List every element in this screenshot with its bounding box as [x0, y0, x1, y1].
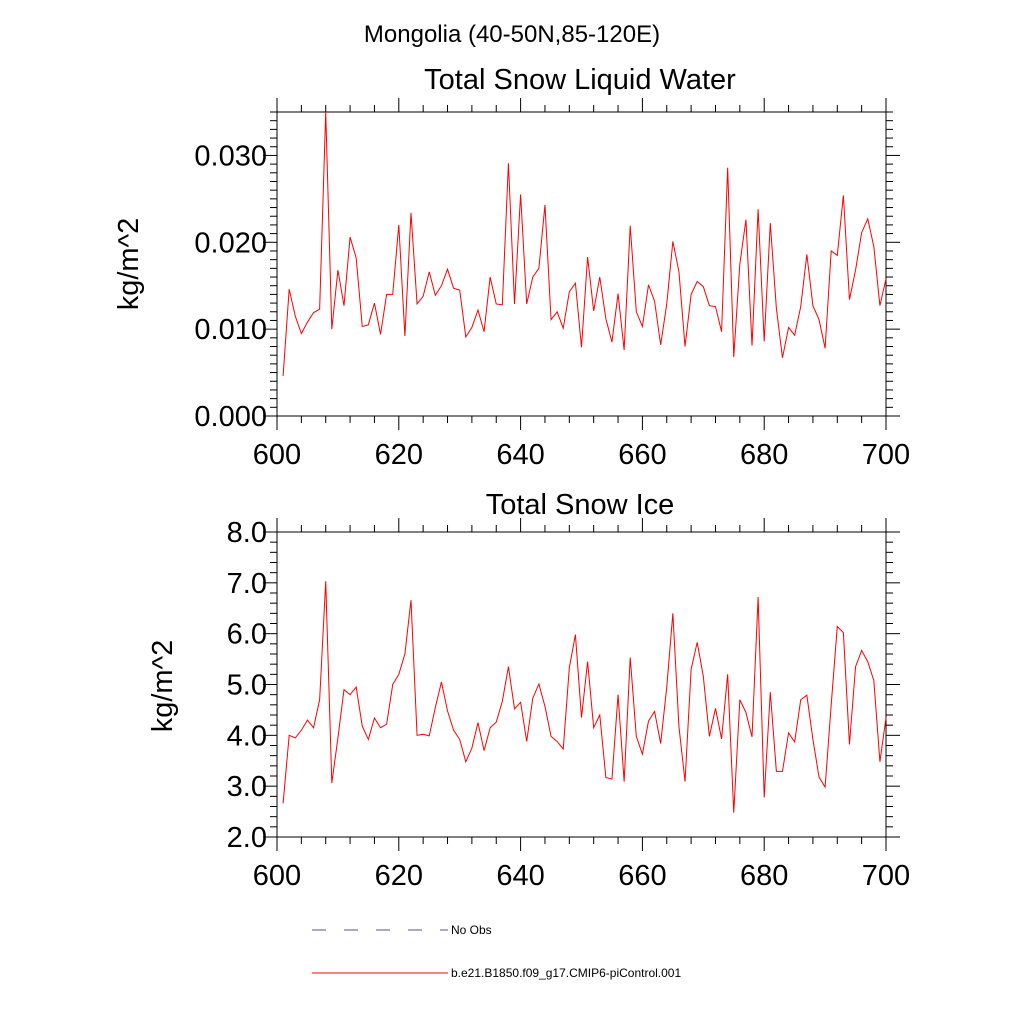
y-tick-label: 0.020 — [194, 227, 267, 259]
x-tick-label: 640 — [496, 439, 544, 471]
chart-title: Total Snow Ice — [486, 489, 675, 521]
x-tick-label: 620 — [375, 439, 423, 471]
x-tick-label: 680 — [740, 439, 788, 471]
legend: No Obs b.e21.B1850.f09_g17.CMIP6-piContr… — [312, 923, 681, 980]
y-tick-label: 2.0 — [227, 822, 267, 854]
y-axis-label: kg/m^2 — [147, 640, 179, 733]
figure-suptitle: Mongolia (40-50N,85-120E) — [364, 21, 660, 48]
y-tick-label: 7.0 — [227, 568, 267, 600]
plot-frame — [276, 111, 887, 417]
y-tick-label: 0.030 — [194, 140, 267, 172]
series-line-model — [282, 111, 887, 377]
y-tick-label: 6.0 — [227, 619, 267, 651]
panel-snow-ice: Total Snow Ice kg/m^2 600 620 640 660 680 700… — [147, 489, 910, 892]
plot-frame — [276, 531, 887, 838]
legend-label-obs: No Obs — [451, 923, 492, 937]
series-line-model — [282, 581, 887, 813]
x-tick-label: 700 — [862, 860, 910, 892]
y-tick-label: 4.0 — [227, 720, 267, 752]
major-ticks — [263, 518, 900, 851]
x-tick-label: 600 — [253, 439, 301, 471]
panel-snow-liquid-water: Total Snow Liquid Water kg/m^2 600 620 640… — [113, 64, 910, 471]
x-tick-label: 600 — [253, 860, 301, 892]
x-tick-label: 680 — [740, 860, 788, 892]
x-tick-label: 640 — [496, 860, 544, 892]
minor-ticks — [270, 105, 893, 423]
y-tick-label: 8.0 — [227, 517, 267, 549]
x-tick-label: 660 — [618, 439, 666, 471]
y-tick-label: 3.0 — [227, 771, 267, 803]
legend-item-model: b.e21.B1850.f09_g17.CMIP6-piControl.001 — [312, 966, 681, 980]
tick-labels: 600 620 640 660 680 700 0.000 0.010 0.020 0.030 — [194, 140, 910, 471]
y-tick-label: 5.0 — [227, 670, 267, 702]
y-tick-label: 0.000 — [194, 401, 267, 433]
x-tick-label: 660 — [618, 860, 666, 892]
x-tick-label: 700 — [862, 439, 910, 471]
y-axis-label: kg/m^2 — [113, 218, 145, 311]
x-tick-label: 620 — [375, 860, 423, 892]
legend-item-obs: No Obs — [312, 923, 492, 937]
legend-label-model: b.e21.B1850.f09_g17.CMIP6-piControl.001 — [451, 966, 681, 980]
major-ticks — [263, 98, 900, 430]
minor-ticks — [270, 525, 893, 844]
chart-title: Total Snow Liquid Water — [424, 64, 736, 96]
y-tick-label: 0.010 — [194, 314, 267, 346]
tick-labels: 600 620 640 660 680 700 2.0 3.0 4.0 5.0 6.0 7.0 8.0 — [227, 517, 911, 892]
